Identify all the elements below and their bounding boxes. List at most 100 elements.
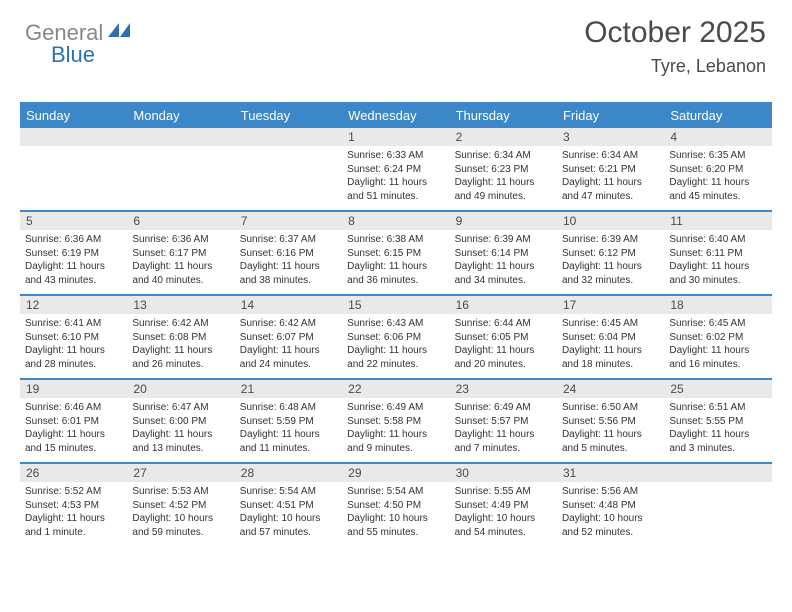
day-cell: 11Sunrise: 6:40 AMSunset: 6:11 PMDayligh…	[664, 212, 771, 294]
sunrise-text: Sunrise: 6:48 AM	[240, 401, 337, 415]
day-cell: 22Sunrise: 6:49 AMSunset: 5:58 PMDayligh…	[342, 380, 449, 462]
day-number: 16	[450, 296, 557, 314]
daylight-text: Daylight: 11 hours and 36 minutes.	[347, 260, 444, 287]
sunset-text: Sunset: 4:52 PM	[132, 499, 229, 513]
day-number: 7	[235, 212, 342, 230]
day-number: 1	[342, 128, 449, 146]
sunrise-text: Sunrise: 5:54 AM	[347, 485, 444, 499]
sunset-text: Sunset: 4:49 PM	[455, 499, 552, 513]
day-body: Sunrise: 5:55 AMSunset: 4:49 PMDaylight:…	[450, 482, 557, 546]
daylight-text: Daylight: 11 hours and 45 minutes.	[669, 176, 766, 203]
header-right: October 2025 Tyre, Lebanon	[584, 16, 766, 77]
day-cell: 17Sunrise: 6:45 AMSunset: 6:04 PMDayligh…	[557, 296, 664, 378]
sunset-text: Sunset: 5:55 PM	[669, 415, 766, 429]
day-body: Sunrise: 6:36 AMSunset: 6:19 PMDaylight:…	[20, 230, 127, 294]
day-cell: 26Sunrise: 5:52 AMSunset: 4:53 PMDayligh…	[20, 464, 127, 546]
day-number: 25	[664, 380, 771, 398]
sunrise-text: Sunrise: 6:34 AM	[562, 149, 659, 163]
day-body: Sunrise: 6:39 AMSunset: 6:12 PMDaylight:…	[557, 230, 664, 294]
day-body: Sunrise: 6:42 AMSunset: 6:08 PMDaylight:…	[127, 314, 234, 378]
sunset-text: Sunset: 6:16 PM	[240, 247, 337, 261]
daylight-text: Daylight: 11 hours and 40 minutes.	[132, 260, 229, 287]
sunrise-text: Sunrise: 6:50 AM	[562, 401, 659, 415]
calendar: Sunday Monday Tuesday Wednesday Thursday…	[20, 102, 772, 546]
day-number: 6	[127, 212, 234, 230]
day-cell: 1Sunrise: 6:33 AMSunset: 6:24 PMDaylight…	[342, 128, 449, 210]
day-cell	[664, 464, 771, 546]
day-body: Sunrise: 6:43 AMSunset: 6:06 PMDaylight:…	[342, 314, 449, 378]
weekday-friday: Friday	[557, 108, 664, 123]
sunrise-text: Sunrise: 6:38 AM	[347, 233, 444, 247]
day-number: 29	[342, 464, 449, 482]
sunrise-text: Sunrise: 6:45 AM	[562, 317, 659, 331]
week-row: 19Sunrise: 6:46 AMSunset: 6:01 PMDayligh…	[20, 378, 772, 462]
location-label: Tyre, Lebanon	[584, 56, 766, 77]
day-cell: 5Sunrise: 6:36 AMSunset: 6:19 PMDaylight…	[20, 212, 127, 294]
day-number: 10	[557, 212, 664, 230]
sunrise-text: Sunrise: 6:46 AM	[25, 401, 122, 415]
day-body	[127, 146, 234, 210]
sunrise-text: Sunrise: 5:55 AM	[455, 485, 552, 499]
day-body: Sunrise: 6:51 AMSunset: 5:55 PMDaylight:…	[664, 398, 771, 462]
daylight-text: Daylight: 11 hours and 22 minutes.	[347, 344, 444, 371]
sunrise-text: Sunrise: 6:35 AM	[669, 149, 766, 163]
day-body: Sunrise: 6:45 AMSunset: 6:02 PMDaylight:…	[664, 314, 771, 378]
day-number: 5	[20, 212, 127, 230]
daylight-text: Daylight: 11 hours and 11 minutes.	[240, 428, 337, 455]
day-body: Sunrise: 6:34 AMSunset: 6:23 PMDaylight:…	[450, 146, 557, 210]
daylight-text: Daylight: 11 hours and 47 minutes.	[562, 176, 659, 203]
day-number: 13	[127, 296, 234, 314]
day-body: Sunrise: 5:54 AMSunset: 4:51 PMDaylight:…	[235, 482, 342, 546]
daylight-text: Daylight: 11 hours and 34 minutes.	[455, 260, 552, 287]
day-cell: 29Sunrise: 5:54 AMSunset: 4:50 PMDayligh…	[342, 464, 449, 546]
sunset-text: Sunset: 6:19 PM	[25, 247, 122, 261]
day-cell: 20Sunrise: 6:47 AMSunset: 6:00 PMDayligh…	[127, 380, 234, 462]
day-cell: 9Sunrise: 6:39 AMSunset: 6:14 PMDaylight…	[450, 212, 557, 294]
daylight-text: Daylight: 11 hours and 38 minutes.	[240, 260, 337, 287]
day-number: 28	[235, 464, 342, 482]
day-cell: 8 Sunrise: 6:38 AMSunset: 6:15 PMDaylight…	[342, 212, 449, 294]
day-cell	[127, 128, 234, 210]
sunrise-text: Sunrise: 6:34 AM	[455, 149, 552, 163]
day-cell: 19Sunrise: 6:46 AMSunset: 6:01 PMDayligh…	[20, 380, 127, 462]
daylight-text: Daylight: 11 hours and 30 minutes.	[669, 260, 766, 287]
day-number: 30	[450, 464, 557, 482]
sunset-text: Sunset: 6:02 PM	[669, 331, 766, 345]
day-number: 21	[235, 380, 342, 398]
sunrise-text: Sunrise: 6:36 AM	[25, 233, 122, 247]
daylight-text: Daylight: 11 hours and 13 minutes.	[132, 428, 229, 455]
sunrise-text: Sunrise: 6:42 AM	[240, 317, 337, 331]
day-number	[127, 128, 234, 146]
day-body: Sunrise: 6:40 AMSunset: 6:11 PMDaylight:…	[664, 230, 771, 294]
day-cell: 27Sunrise: 5:53 AMSunset: 4:52 PMDayligh…	[127, 464, 234, 546]
day-body: Sunrise: 5:52 AMSunset: 4:53 PMDaylight:…	[20, 482, 127, 546]
sunset-text: Sunset: 4:53 PM	[25, 499, 122, 513]
day-number: 23	[450, 380, 557, 398]
day-number: 15	[342, 296, 449, 314]
day-number: 11	[664, 212, 771, 230]
day-body: Sunrise: 6:36 AMSunset: 6:17 PMDaylight:…	[127, 230, 234, 294]
day-body: Sunrise: 6:34 AMSunset: 6:21 PMDaylight:…	[557, 146, 664, 210]
sunset-text: Sunset: 6:08 PM	[132, 331, 229, 345]
day-number: 8	[342, 212, 449, 230]
logo-text-blue: Blue	[51, 42, 95, 68]
sunset-text: Sunset: 6:15 PM	[347, 247, 444, 261]
day-body: Sunrise: 6:42 AMSunset: 6:07 PMDaylight:…	[235, 314, 342, 378]
sunset-text: Sunset: 6:23 PM	[455, 163, 552, 177]
daylight-text: Daylight: 10 hours and 54 minutes.	[455, 512, 552, 539]
sunset-text: Sunset: 6:10 PM	[25, 331, 122, 345]
day-body: Sunrise: 6:50 AMSunset: 5:56 PMDaylight:…	[557, 398, 664, 462]
daylight-text: Daylight: 11 hours and 24 minutes.	[240, 344, 337, 371]
sunrise-text: Sunrise: 6:43 AM	[347, 317, 444, 331]
day-body: Sunrise: 6:49 AMSunset: 5:58 PMDaylight:…	[342, 398, 449, 462]
daylight-text: Daylight: 11 hours and 32 minutes.	[562, 260, 659, 287]
day-number: 31	[557, 464, 664, 482]
day-cell: 13Sunrise: 6:42 AMSunset: 6:08 PMDayligh…	[127, 296, 234, 378]
sunrise-text: Sunrise: 5:54 AM	[240, 485, 337, 499]
sunset-text: Sunset: 4:50 PM	[347, 499, 444, 513]
sunset-text: Sunset: 6:05 PM	[455, 331, 552, 345]
day-body: Sunrise: 6:47 AMSunset: 6:00 PMDaylight:…	[127, 398, 234, 462]
sunset-text: Sunset: 6:12 PM	[562, 247, 659, 261]
logo-sail-icon	[108, 23, 130, 44]
week-row: 12Sunrise: 6:41 AMSunset: 6:10 PMDayligh…	[20, 294, 772, 378]
